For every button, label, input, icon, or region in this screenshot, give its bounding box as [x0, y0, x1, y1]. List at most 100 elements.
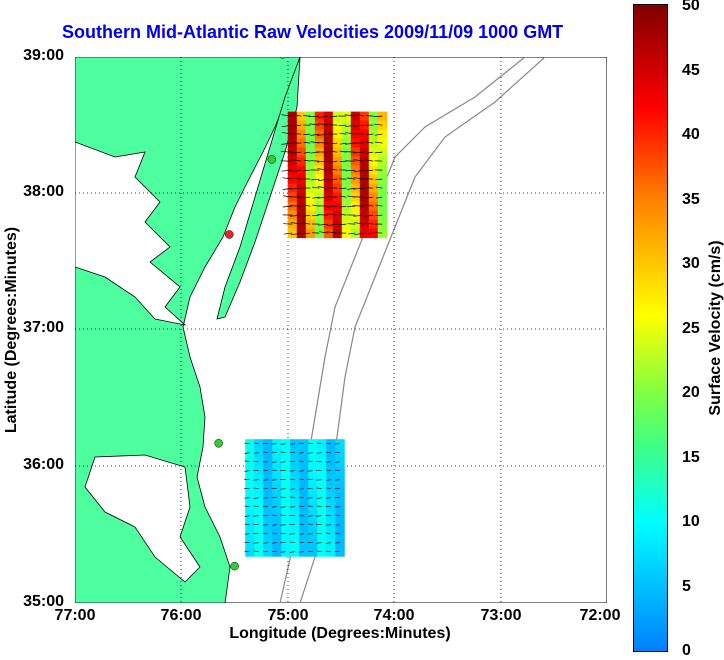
velocity-cell — [297, 175, 307, 185]
lon-tick: 74:00 — [374, 607, 415, 625]
velocity-cell — [281, 448, 291, 458]
velocity-cell — [360, 220, 370, 230]
velocity-cell — [335, 529, 345, 539]
velocity-cell — [378, 157, 388, 167]
velocity-cell — [333, 148, 343, 158]
velocity-cell — [378, 184, 388, 194]
velocity-cell — [308, 520, 318, 530]
velocity-cell — [254, 457, 263, 467]
velocity-cell — [369, 157, 379, 167]
velocity-cell — [290, 511, 300, 521]
velocity-cell — [378, 139, 388, 149]
velocity-cell — [281, 511, 291, 521]
velocity-cell — [326, 547, 336, 557]
velocity-cell — [317, 439, 327, 449]
radar-station-marker — [231, 562, 239, 570]
velocity-cell — [245, 457, 255, 467]
velocity-cell — [324, 166, 334, 176]
colorbar-tick: 45 — [682, 62, 700, 80]
velocity-cell — [360, 157, 370, 167]
velocity-cell — [288, 130, 298, 140]
velocity-arrow — [345, 152, 355, 153]
velocity-cell — [317, 484, 327, 494]
velocity-cell — [324, 229, 334, 239]
velocity-cell — [306, 184, 316, 194]
velocity-cell — [290, 538, 300, 548]
radar-station-marker — [225, 230, 233, 238]
velocity-cell — [324, 211, 334, 221]
velocity-cell — [335, 484, 345, 494]
velocity-cell — [245, 502, 255, 512]
velocity-cell — [342, 193, 352, 203]
velocity-cell — [263, 466, 273, 476]
velocity-cell — [254, 529, 263, 539]
velocity-cell — [299, 493, 309, 503]
velocity-region-south — [244, 439, 345, 557]
colorbar-tick: 10 — [682, 513, 700, 531]
colorbar-tick: 25 — [682, 320, 700, 338]
lat-tick: 36:00 — [23, 456, 64, 474]
velocity-cell — [335, 448, 345, 458]
velocity-cell — [317, 547, 327, 557]
x-axis-label: Longitude (Degrees:Minutes) — [229, 625, 450, 643]
velocity-cell — [263, 502, 273, 512]
velocity-cell — [308, 457, 318, 467]
velocity-cell — [263, 547, 273, 557]
lon-tick: 72:00 — [580, 607, 621, 625]
velocity-cell — [378, 229, 388, 239]
velocity-cell — [281, 538, 291, 548]
velocity-cell — [254, 547, 263, 557]
velocity-cell — [263, 511, 273, 521]
lon-tick: 75:00 — [268, 607, 309, 625]
velocity-cell — [263, 484, 273, 494]
velocity-cell — [369, 184, 379, 194]
velocity-cell — [360, 112, 370, 122]
velocity-cell — [326, 502, 336, 512]
velocity-cell — [333, 166, 343, 176]
colorbar-tick: 15 — [682, 449, 700, 467]
velocity-cell — [324, 184, 334, 194]
velocity-cell — [317, 457, 327, 467]
velocity-cell — [351, 175, 361, 185]
colorbar — [633, 4, 668, 652]
velocity-cell — [360, 202, 370, 212]
velocity-cell — [288, 112, 298, 122]
velocity-cell — [308, 502, 318, 512]
velocity-cell — [281, 493, 291, 503]
colorbar-tick: 30 — [682, 255, 700, 273]
velocity-cell — [306, 139, 316, 149]
velocity-cell — [299, 475, 309, 485]
velocity-cell — [360, 175, 370, 185]
colorbar-tick: 35 — [682, 191, 700, 209]
velocity-cell — [315, 121, 325, 131]
velocity-cell — [369, 202, 379, 212]
lon-tick: 76:00 — [161, 607, 202, 625]
velocity-cell — [333, 193, 343, 203]
velocity-cell — [263, 529, 273, 539]
velocity-cell — [299, 457, 309, 467]
velocity-cell — [290, 475, 300, 485]
map-plot[interactable] — [75, 57, 607, 603]
velocity-cell — [369, 139, 379, 149]
lat-tick: 38:00 — [23, 183, 64, 201]
velocity-cell — [308, 439, 318, 449]
colorbar-tick: 0 — [682, 642, 691, 660]
velocity-cell — [315, 139, 325, 149]
velocity-cell — [351, 130, 361, 140]
velocity-cell — [297, 157, 307, 167]
lat-tick: 37:00 — [23, 319, 64, 337]
velocity-cell — [326, 466, 336, 476]
velocity-cell — [254, 484, 263, 494]
velocity-cell — [290, 448, 300, 458]
velocity-cell — [245, 475, 255, 485]
velocity-cell — [326, 484, 336, 494]
lat-tick: 39:00 — [23, 47, 64, 65]
velocity-cell — [335, 511, 345, 521]
y-axis-label: Latitude (Degrees:Minutes) — [3, 227, 21, 433]
velocity-cell — [306, 202, 316, 212]
velocity-cell — [272, 529, 282, 539]
velocity-cell — [315, 184, 325, 194]
velocity-cell — [315, 229, 325, 239]
velocity-cell — [351, 193, 361, 203]
velocity-cell — [342, 130, 352, 140]
